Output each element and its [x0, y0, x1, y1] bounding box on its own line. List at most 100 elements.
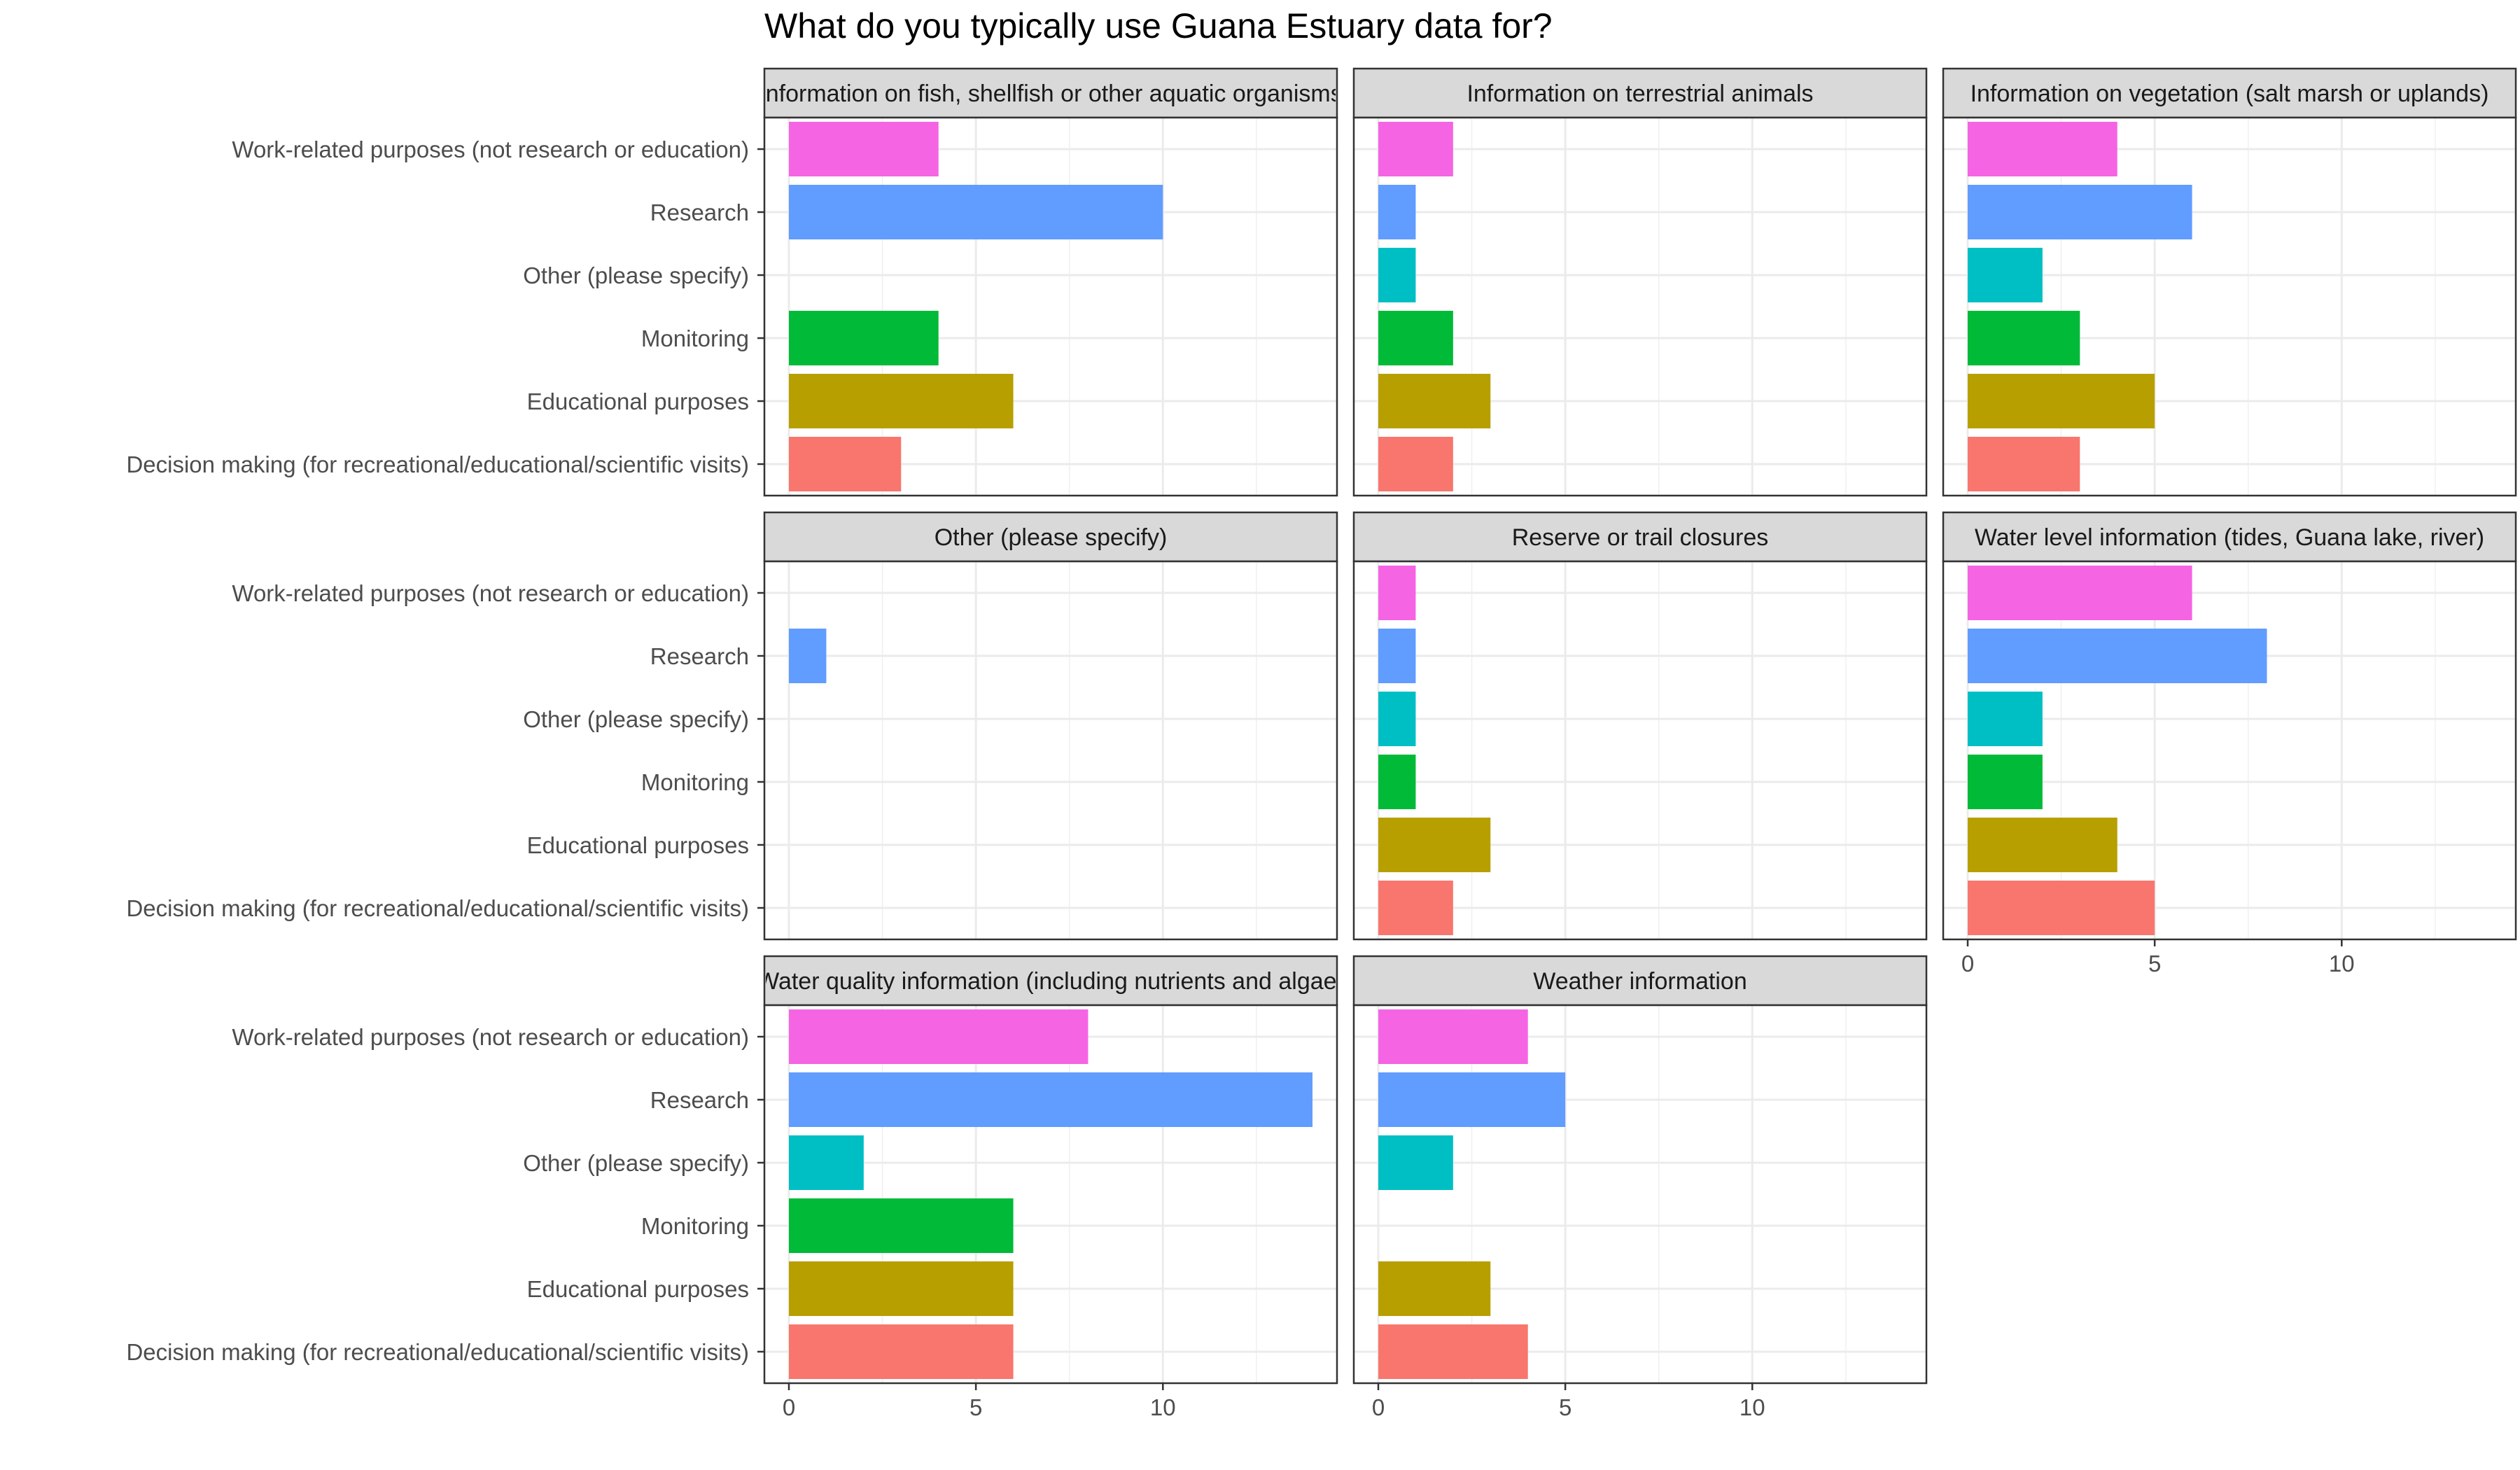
plot-area [764, 118, 1337, 496]
bar [1378, 1324, 1528, 1379]
y-tick-label: Monitoring [641, 769, 749, 795]
bar [1378, 437, 1453, 491]
panel-border [1942, 560, 2517, 941]
x-tick-label: 10 [2329, 951, 2355, 976]
y-tick-label: Monitoring [641, 1213, 749, 1239]
x-tick-label: 0 [783, 1394, 795, 1420]
y-tick-label: Work-related purposes (not research or e… [232, 1024, 749, 1050]
bar [789, 1135, 864, 1190]
bar [1378, 374, 1491, 428]
bar [1378, 881, 1453, 935]
facet-panel: Information on fish, shellfish or other … [126, 67, 1342, 497]
y-tick-label: Decision making (for recreational/educat… [126, 895, 749, 921]
bar [789, 1261, 1014, 1316]
facet-panel: Reserve or trail closures [1352, 511, 1928, 941]
y-tick-label: Decision making (for recreational/educat… [126, 1339, 749, 1365]
bar [1378, 818, 1491, 872]
facet-title: Water quality information (including nut… [757, 968, 1345, 995]
bar [1378, 629, 1416, 683]
panel-border [1352, 1004, 1928, 1385]
y-tick-label: Research [650, 1087, 749, 1113]
bar [1378, 311, 1453, 365]
bar [1968, 374, 2155, 428]
bar [789, 1072, 1312, 1127]
x-tick-label: 5 [969, 1394, 982, 1420]
bar [1378, 185, 1416, 239]
facet-panel: Water level information (tides, Guana la… [1942, 511, 2517, 976]
bar [789, 374, 1014, 428]
bar [1968, 629, 2267, 683]
bar [1968, 437, 2080, 491]
y-tick-label: Research [650, 200, 749, 225]
panel-border [763, 560, 1338, 941]
bar [1378, 122, 1453, 176]
facet-title: Information on vegetation (salt marsh or… [1970, 80, 2489, 107]
plot-area [1354, 1005, 1926, 1383]
facet-strip [1352, 67, 1928, 119]
bar [1378, 1009, 1528, 1064]
y-tick-label: Educational purposes [527, 1276, 749, 1302]
facet-title: Reserve or trail closures [1512, 524, 1769, 551]
bar [1968, 692, 2043, 746]
bar [1378, 248, 1416, 302]
facet-strip [763, 67, 1338, 119]
y-tick-label: Other (please specify) [523, 262, 749, 288]
bar [1968, 566, 2192, 620]
y-tick-label: Work-related purposes (not research or e… [232, 580, 749, 606]
panel-border [1352, 560, 1928, 941]
bar [789, 1009, 1088, 1064]
bar [789, 122, 939, 176]
bar [789, 1198, 1014, 1253]
bar [789, 311, 939, 365]
y-tick-label: Monitoring [641, 326, 749, 351]
bar [1968, 755, 2043, 809]
x-tick-label: 5 [2148, 951, 2161, 976]
bar [1968, 881, 2155, 935]
bar [1378, 566, 1416, 620]
y-tick-label: Educational purposes [527, 388, 749, 414]
facet-panel: Weather information 0 5 10 [1352, 955, 1928, 1420]
plot-area [764, 1005, 1337, 1383]
panel-border [763, 1004, 1338, 1385]
bar [1378, 1261, 1491, 1316]
bar [1968, 818, 2118, 872]
bar [1378, 1072, 1566, 1127]
facet-title: Weather information [1533, 968, 1747, 995]
chart-title: What do you typically use Guana Estuary … [764, 6, 1553, 46]
x-tick-label: 0 [1372, 1394, 1385, 1420]
bar [1968, 248, 2043, 302]
panel-border [1352, 116, 1928, 497]
y-tick-label: Work-related purposes (not research or e… [232, 136, 749, 162]
x-tick-label: 5 [1559, 1394, 1572, 1420]
facet-strip [763, 955, 1338, 1007]
x-tick-label: 10 [1150, 1394, 1176, 1420]
bar [1378, 755, 1416, 809]
y-tick-label: Educational purposes [527, 832, 749, 858]
bar [789, 185, 1163, 239]
facet-title: Water level information (tides, Guana la… [1975, 524, 2484, 551]
facet-panel: Information on terrestrial animals [1352, 67, 1928, 497]
y-tick-label: Decision making (for recreational/educat… [126, 451, 749, 477]
plot-area [1943, 118, 2516, 496]
plot-area [764, 561, 1337, 939]
facet-title: Information on fish, shellfish or other … [759, 80, 1342, 107]
y-tick-label: Other (please specify) [523, 1150, 749, 1176]
panels-layer: Information on fish, shellfish or other … [126, 67, 2517, 1420]
bar [789, 1324, 1014, 1379]
bar [1378, 692, 1416, 746]
plot-area [1354, 118, 1926, 496]
x-tick-label: 10 [1740, 1394, 1765, 1420]
bar [789, 629, 827, 683]
bar [1968, 122, 2118, 176]
facet-panel: Water quality information (including nut… [126, 955, 1345, 1420]
bar [1968, 185, 2192, 239]
panel-border [763, 116, 1338, 497]
facet-strip [1352, 511, 1928, 563]
plot-area [1943, 561, 2516, 939]
facet-strip [1352, 955, 1928, 1007]
facet-strip [1942, 67, 2517, 119]
facet-title: Information on terrestrial animals [1466, 80, 1813, 107]
panel-border [1942, 116, 2517, 497]
y-tick-label: Other (please specify) [523, 706, 749, 732]
